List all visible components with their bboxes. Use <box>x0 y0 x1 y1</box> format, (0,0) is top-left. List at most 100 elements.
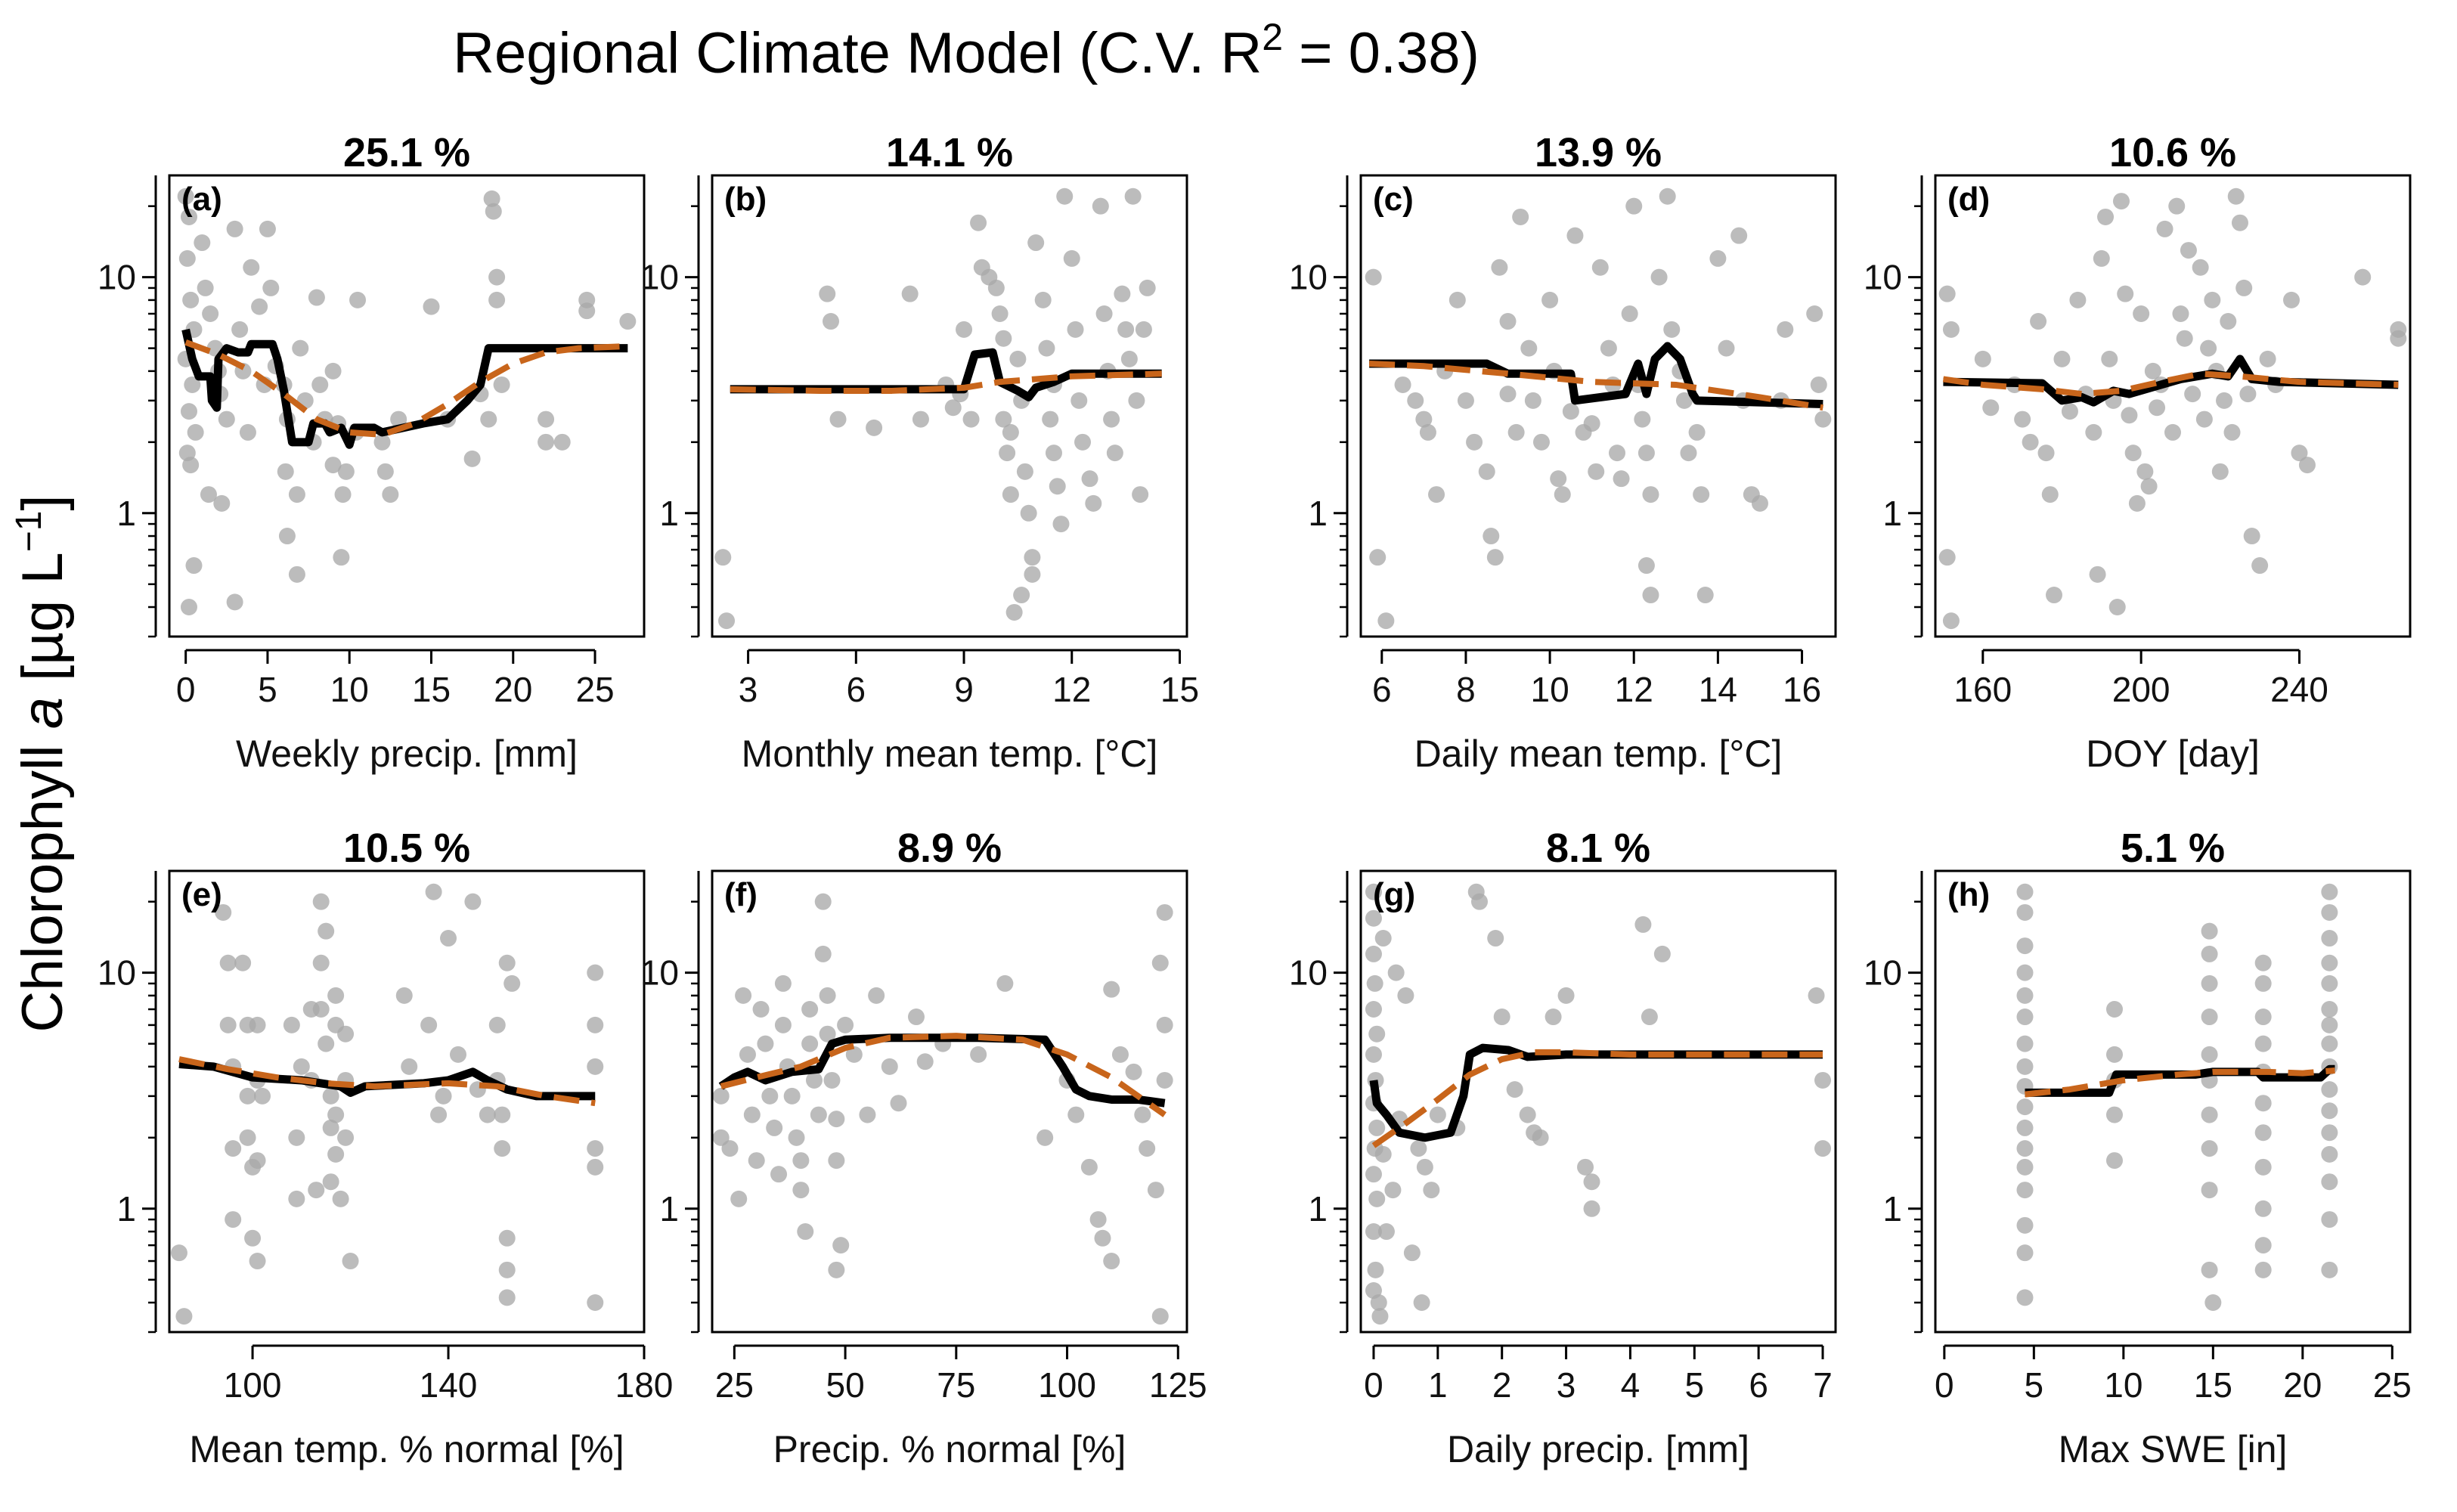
x-tick-label: 20 <box>2283 1365 2322 1405</box>
data-point <box>1056 187 1074 205</box>
y-axis-label-unit: [µg L <box>11 552 75 697</box>
data-point <box>349 291 367 308</box>
data-point <box>1751 494 1768 512</box>
importance-label: 8.9 % <box>897 826 1002 871</box>
data-point <box>1394 376 1411 393</box>
data-point <box>907 1009 925 1026</box>
data-point <box>766 1119 783 1136</box>
data-point <box>2254 1261 2272 1278</box>
y-tick-label: 10 <box>1864 953 1902 993</box>
y-axis: 1 10 <box>1864 175 1923 638</box>
data-point <box>200 486 217 503</box>
plot-frame <box>1934 869 2412 1334</box>
y-axis-label-italic: a <box>11 697 75 729</box>
data-point <box>2030 313 2047 330</box>
data-point <box>254 1087 271 1105</box>
data-point <box>485 203 502 220</box>
figure-title-main: Regional Climate Model (C.V. R <box>453 21 1262 85</box>
x-axis: 0 1 2 3 4 5 6 7 <box>1364 1344 1833 1405</box>
data-point <box>318 1035 335 1052</box>
data-point <box>2200 339 2217 357</box>
smoothed-trend-line <box>2025 1067 2335 1098</box>
smoothed-trend-line <box>720 1033 1167 1117</box>
data-point <box>1777 321 1794 338</box>
data-point <box>2016 964 2034 981</box>
data-point <box>2041 486 2059 503</box>
data-point <box>1650 268 1668 286</box>
data-point <box>1486 549 1504 566</box>
data-point <box>2192 259 2209 276</box>
data-point <box>1387 964 1405 981</box>
data-point <box>2201 922 2218 940</box>
data-point <box>1009 350 1027 367</box>
data-point <box>2016 1098 2034 1116</box>
data-point <box>498 954 516 971</box>
data-point <box>423 298 440 315</box>
data-point <box>288 486 305 503</box>
data-point <box>2180 242 2197 259</box>
smoothed-trend-line <box>184 339 628 438</box>
data-point <box>1365 1223 1382 1241</box>
x-tick-label: 10 <box>2104 1365 2143 1405</box>
data-point <box>2117 285 2134 302</box>
data-point <box>2016 1009 2034 1026</box>
data-point <box>1423 1182 1440 1199</box>
data-point <box>1038 339 1055 357</box>
data-point <box>1089 1211 1107 1228</box>
data-point <box>175 1308 193 1325</box>
data-point <box>1642 587 1659 604</box>
data-point <box>218 411 235 428</box>
data-point <box>239 1129 256 1146</box>
data-point <box>743 1106 761 1123</box>
importance-label: 5.1 % <box>2121 826 2225 871</box>
data-point <box>308 289 325 306</box>
data-point <box>1663 321 1681 338</box>
plot-frame <box>711 174 1188 638</box>
data-point <box>1013 587 1030 604</box>
data-point <box>748 1152 765 1170</box>
data-point <box>2195 411 2213 428</box>
data-point <box>226 220 243 237</box>
data-point <box>244 1229 262 1247</box>
data-point <box>234 954 252 971</box>
data-point <box>395 987 413 1004</box>
data-point <box>1094 1229 1111 1247</box>
data-point <box>2093 249 2110 267</box>
data-point <box>488 1016 506 1033</box>
data-point <box>1814 1140 1832 1157</box>
y-axis-label-unit-superscript: −1 <box>9 511 49 553</box>
data-point <box>1147 1182 1164 1199</box>
data-point <box>1625 197 1643 215</box>
y-tick-label: 1 <box>659 1189 679 1228</box>
data-point <box>739 1046 756 1063</box>
data-point <box>912 411 929 428</box>
data-point <box>239 1087 256 1105</box>
data-point <box>1002 486 1019 503</box>
x-axis-label: Monthly mean temp. [°C] <box>742 733 1158 775</box>
data-point <box>1415 411 1433 428</box>
y-tick-label: 1 <box>659 494 679 533</box>
panel-letter: (g) <box>1373 876 1415 913</box>
data-point <box>1448 291 1466 308</box>
data-point <box>2254 1095 2272 1112</box>
y-tick-label: 10 <box>1289 258 1328 297</box>
data-point <box>322 1119 339 1136</box>
data-point <box>995 330 1012 347</box>
data-point <box>1487 930 1504 947</box>
panel-letter: (d) <box>1947 181 1990 218</box>
importance-label: 8.1 % <box>1546 826 1650 871</box>
x-tick-label: 100 <box>1038 1365 1096 1405</box>
data-point <box>1020 504 1037 522</box>
data-point <box>2201 1009 2218 1026</box>
data-point <box>324 457 342 474</box>
data-point <box>2354 268 2372 286</box>
data-point <box>376 463 394 480</box>
data-point <box>420 1016 438 1033</box>
data-point <box>177 187 194 205</box>
data-point <box>1499 313 1517 330</box>
data-point <box>995 411 1012 428</box>
data-point <box>1367 1261 1384 1278</box>
data-point <box>249 1016 266 1033</box>
